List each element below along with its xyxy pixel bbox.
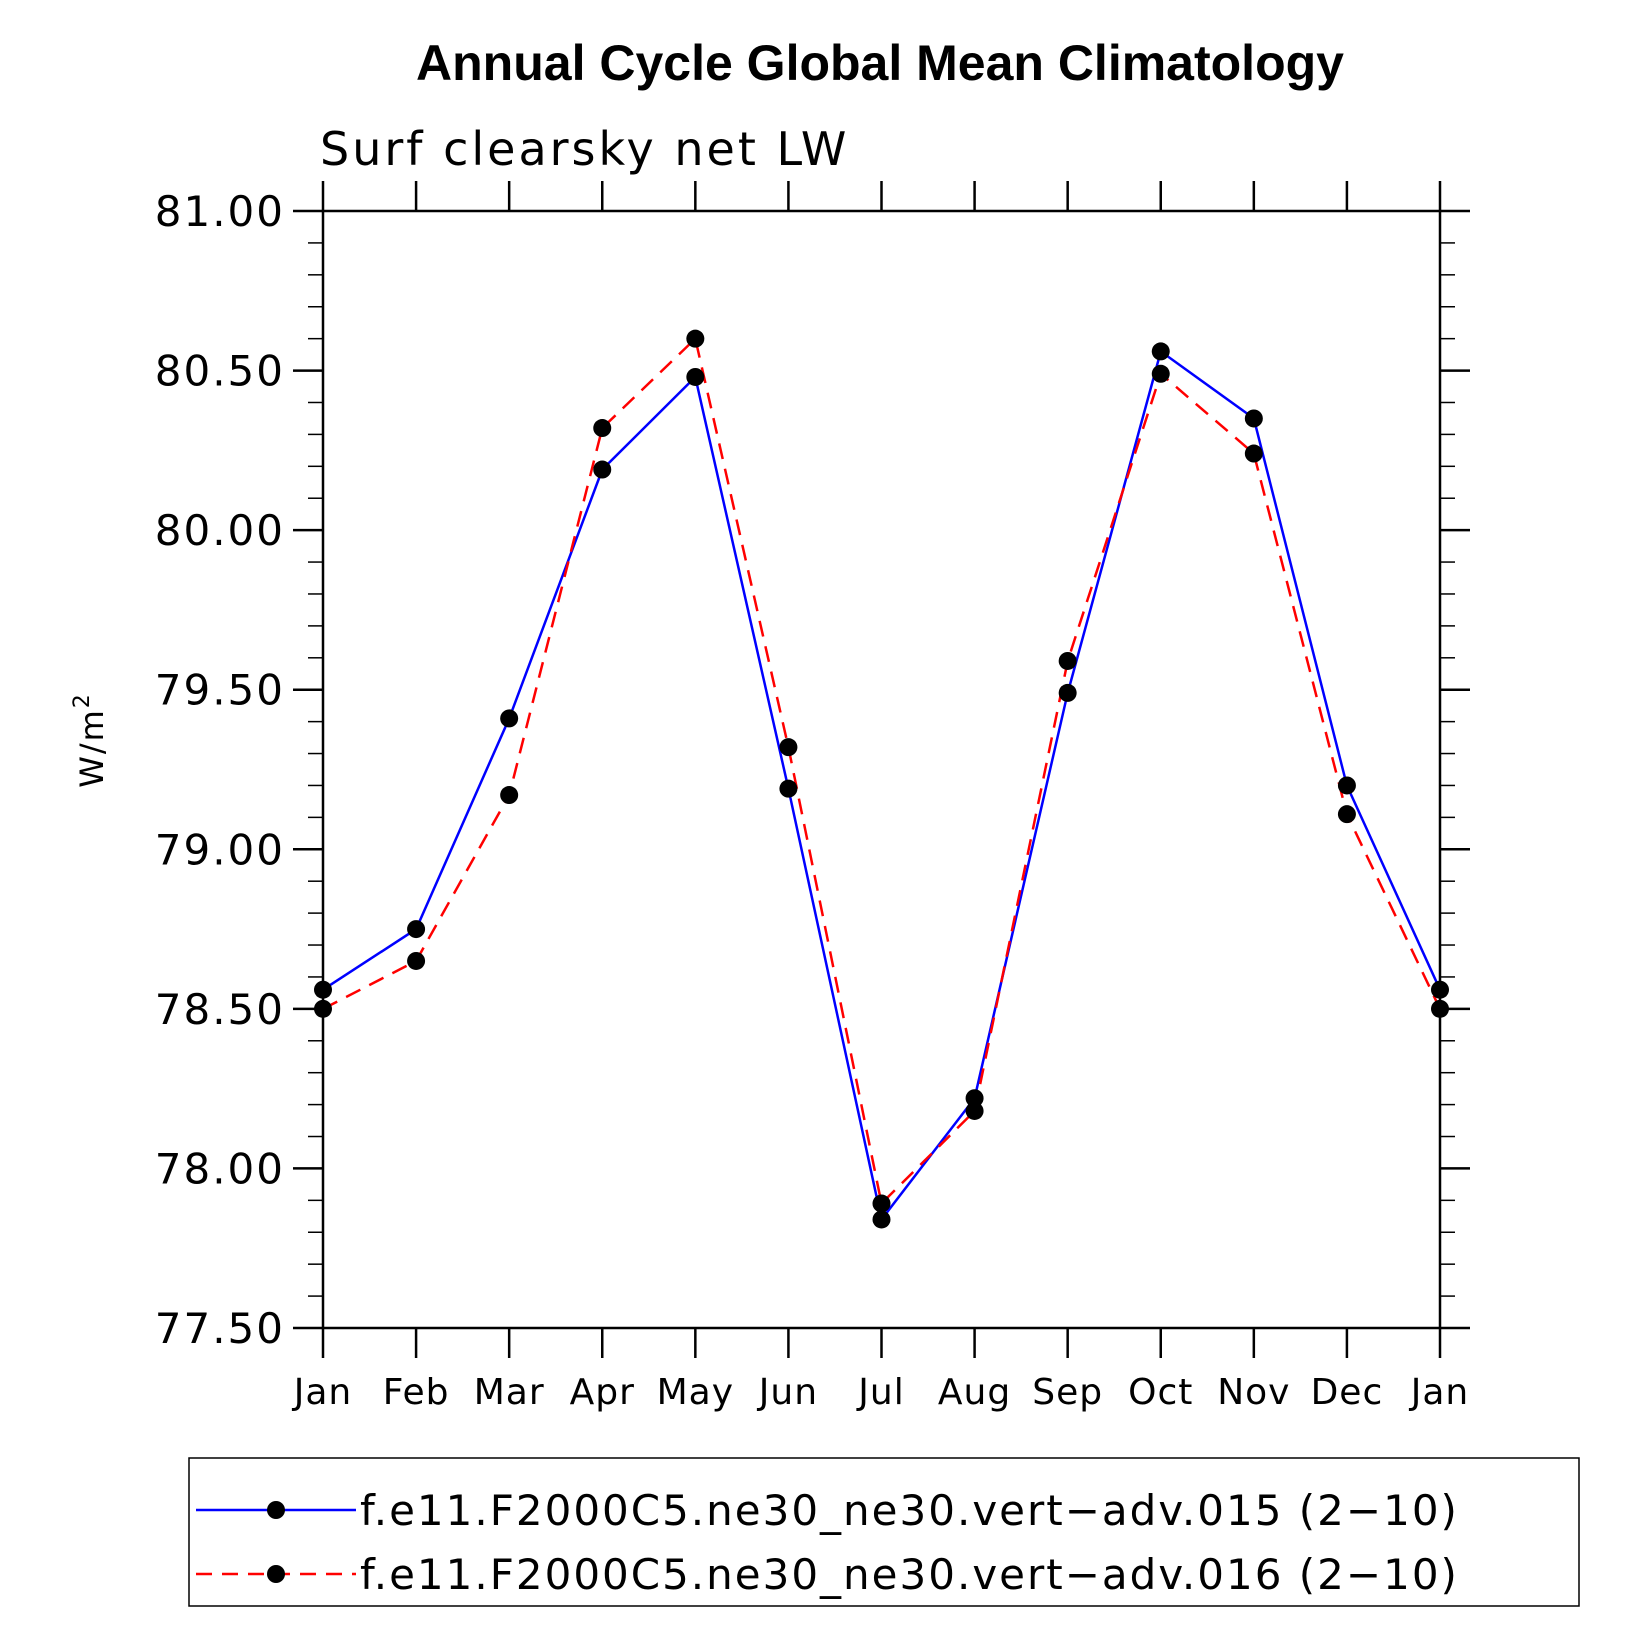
series-2-point <box>1431 999 1449 1018</box>
series-1-point <box>1058 683 1077 702</box>
legend-marker-2 <box>267 1565 285 1583</box>
series-2-point <box>593 419 612 438</box>
x-tick-label: May <box>657 1372 734 1413</box>
series-2-point <box>314 999 332 1018</box>
x-tick-label: Jan <box>1409 1372 1470 1413</box>
legend-label-1: f.e11.F2000C5.ne30_ne30.vert−adv.015 (2−… <box>360 1486 1459 1535</box>
axis-ticks <box>293 181 1470 1358</box>
x-tick-label: Jan <box>292 1372 353 1413</box>
y-tick-label: 79.00 <box>155 825 285 874</box>
y-tick-labels: 77.50 78.00 78.50 79.00 79.50 80.00 80.50 81.00 <box>155 187 285 1353</box>
series-1-point <box>872 1210 891 1229</box>
legend-marker-1 <box>267 1501 285 1519</box>
chart-subtitle: Surf clearsky net LW <box>320 122 849 176</box>
series-line-2 <box>322 336 1442 1207</box>
series-1-point <box>407 920 426 939</box>
series-2-point <box>407 951 426 970</box>
y-tick-label: 77.50 <box>155 1304 285 1353</box>
series-2-point <box>872 1194 891 1213</box>
y-tick-label: 78.00 <box>155 1144 285 1193</box>
x-tick-label: Feb <box>383 1372 450 1413</box>
y-tick-label: 81.00 <box>155 187 285 236</box>
y-tick-label: 78.50 <box>155 985 285 1034</box>
svg-text:W/m2: W/m2 <box>70 692 111 788</box>
y-tick-label: 80.50 <box>155 347 285 396</box>
x-tick-labels: Jan Feb Mar Apr May Jun Jul Aug Sep Oct Nov Dec Jan <box>292 1372 1470 1413</box>
series-1-point <box>593 460 612 479</box>
x-tick-label: Dec <box>1311 1372 1384 1413</box>
legend-box <box>188 1457 1580 1607</box>
series-2-point <box>1058 651 1077 670</box>
y-axis-label-superscript: 2 <box>70 692 95 708</box>
y-axis-label: W/m2 <box>70 692 111 788</box>
y-tick-label: 80.00 <box>155 506 285 555</box>
series-points <box>314 329 1449 1229</box>
series-1-point <box>686 367 705 386</box>
series-2-point <box>1244 444 1263 463</box>
series-lines <box>322 336 1442 1223</box>
series-1-point <box>1337 776 1356 795</box>
x-tick-label: Jun <box>757 1372 818 1413</box>
x-tick-label: Aug <box>938 1372 1011 1413</box>
series-2-point <box>779 738 798 757</box>
series-1-point <box>1431 980 1449 999</box>
x-tick-label: Jul <box>856 1372 904 1413</box>
x-tick-label: Mar <box>474 1372 545 1413</box>
x-tick-label: Apr <box>570 1372 635 1413</box>
series-line-1 <box>322 349 1442 1223</box>
y-tick-label: 79.50 <box>155 666 285 715</box>
series-2-point <box>1337 805 1356 824</box>
x-tick-label: Sep <box>1032 1372 1103 1413</box>
series-2-point <box>1151 364 1170 383</box>
series-1-point <box>500 709 519 728</box>
series-1-point <box>1244 409 1263 428</box>
legend-label-2: f.e11.F2000C5.ne30_ne30.vert−adv.016 (2−… <box>360 1550 1459 1599</box>
series-1-point <box>1151 342 1170 361</box>
plot-frame <box>321 209 1442 1330</box>
series-2-point <box>965 1101 984 1120</box>
x-tick-label: Oct <box>1128 1372 1193 1413</box>
series-1-point <box>779 779 798 798</box>
series-1-point <box>965 1089 984 1108</box>
series-1-point <box>314 980 332 999</box>
legend: f.e11.F2000C5.ne30_ne30.vert−adv.015 (2−… <box>188 1457 1580 1607</box>
series-2-point <box>500 786 519 805</box>
series-2-point <box>686 329 705 348</box>
chart-title: Annual Cycle Global Mean Climatology <box>416 35 1344 91</box>
x-tick-label: Nov <box>1217 1372 1290 1413</box>
y-axis-label-text: W/m <box>73 708 111 788</box>
